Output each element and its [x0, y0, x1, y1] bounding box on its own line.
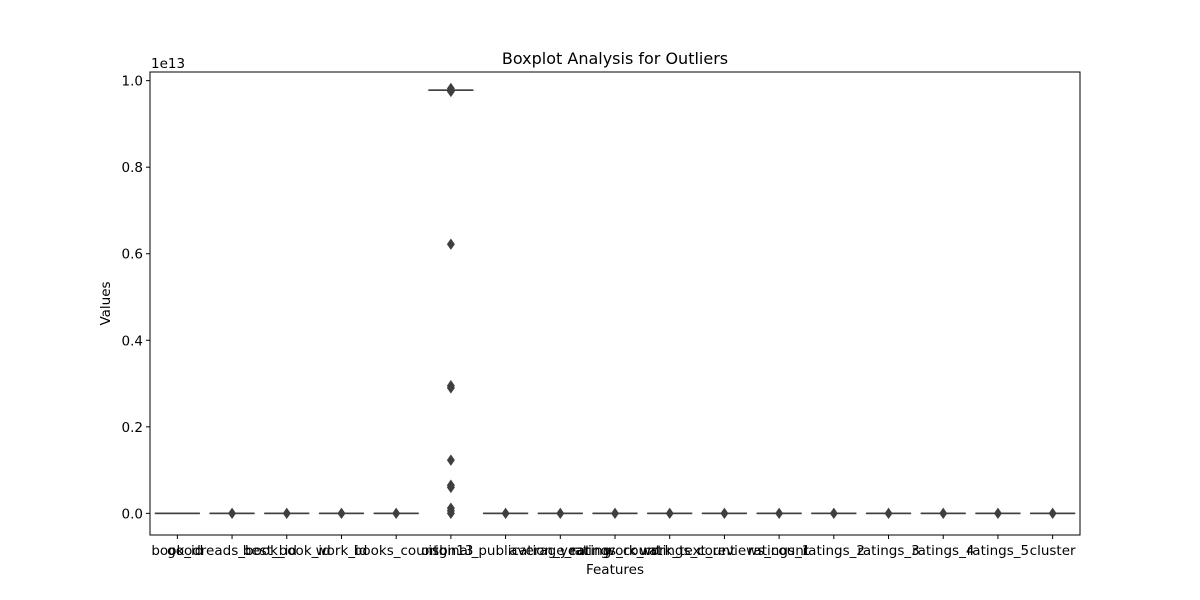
box-group — [592, 507, 638, 520]
box-group — [1030, 507, 1076, 520]
outlier-point — [337, 507, 346, 520]
y-tick-label: 1.0 — [122, 74, 143, 90]
x-tick-label: book_id — [151, 543, 203, 559]
box-group — [701, 507, 748, 520]
outlier-point — [446, 507, 455, 520]
chart-title: Boxplot Analysis for Outliers — [502, 49, 728, 68]
outlier-point — [939, 507, 948, 520]
x-tick-label: work_ratings_count — [604, 543, 735, 559]
x-tick-label: work_id — [316, 543, 368, 559]
x-axis: book_idgoodreads_book_idbest_book_idwork… — [151, 535, 1076, 559]
box-group — [373, 507, 419, 520]
x-tick-label: ratings_1 — [748, 543, 810, 559]
y-tick-label: 0.8 — [122, 160, 143, 176]
box-group — [209, 507, 255, 520]
y-axis-offset-text: 1e13 — [151, 56, 185, 72]
x-tick-label: ratings_4 — [912, 543, 974, 559]
x-tick-label: isbn13 — [428, 543, 473, 559]
box-group — [811, 507, 857, 520]
y-tick-label: 0.6 — [122, 247, 143, 263]
x-tick-label: cluster — [1030, 543, 1076, 559]
x-tick-label: goodreads_book_id — [167, 543, 297, 559]
outlier-point — [556, 507, 565, 520]
outlier-point — [884, 507, 893, 520]
outlier-point — [446, 238, 455, 250]
outlier-point — [501, 507, 510, 520]
outlier-point — [282, 507, 291, 520]
outlier-point — [665, 507, 674, 520]
y-axis: 0.0 0.2 0.4 0.6 0.8 1.0 — [122, 74, 150, 522]
outlier-point — [228, 507, 237, 520]
x-tick-label: books_count — [354, 543, 439, 559]
box-group — [318, 507, 365, 520]
x-tick-label: ratings_2 — [803, 543, 865, 559]
box-group — [482, 507, 529, 520]
box-group — [647, 507, 693, 520]
x-tick-label: original_publication_year — [421, 543, 590, 559]
x-tick-label: average_rating — [509, 543, 611, 559]
x-axis-label: Features — [586, 562, 644, 578]
y-tick-label: 0.0 — [122, 506, 143, 522]
plot-frame — [149, 71, 1081, 536]
x-tick-label: work_text_reviews_count — [640, 543, 809, 559]
y-tick-label: 0.4 — [122, 333, 143, 349]
outlier-point — [392, 507, 401, 520]
outlier-point — [446, 382, 455, 394]
box-group — [920, 507, 966, 520]
outlier-point — [446, 85, 455, 98]
outlier-point — [446, 454, 455, 466]
x-tick-label: ratings_count — [569, 543, 661, 559]
box-group — [428, 82, 474, 520]
outlier-point — [720, 507, 729, 520]
x-tick-label: ratings_3 — [857, 543, 919, 559]
y-axis-label: Values — [98, 281, 114, 325]
outlier-point — [993, 507, 1002, 520]
x-tick-label: best_book_id — [243, 543, 331, 559]
box-group — [537, 507, 583, 520]
plot-area — [154, 82, 1076, 520]
outlier-point — [611, 507, 619, 520]
y-tick-label: 0.2 — [122, 420, 143, 436]
box-group — [975, 507, 1021, 520]
outlier-point — [1048, 507, 1057, 520]
box-group — [264, 507, 310, 520]
box-group — [756, 507, 802, 520]
box-group — [865, 507, 912, 520]
outlier-point — [446, 481, 455, 494]
outlier-point — [775, 507, 784, 520]
outlier-point — [829, 507, 838, 520]
x-tick-label: ratings_5 — [967, 543, 1029, 559]
